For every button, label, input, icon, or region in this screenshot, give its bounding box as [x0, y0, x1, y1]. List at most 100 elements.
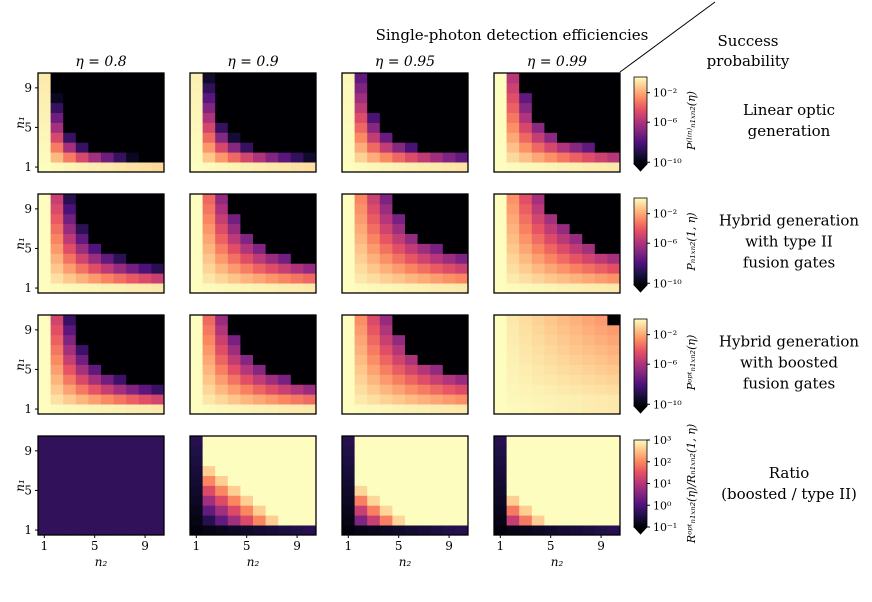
heatmap-cell — [63, 505, 77, 516]
heatmap-cell — [607, 515, 621, 526]
heatmap-cell — [544, 436, 558, 447]
colorbar-tick-label: 10⁻¹⁰ — [653, 398, 682, 411]
heatmap-cell — [455, 194, 469, 205]
heatmap-panel — [189, 193, 317, 294]
heatmap-cell — [290, 102, 304, 113]
heatmap-cell — [190, 162, 203, 173]
heatmap-cell — [253, 384, 266, 395]
heatmap-cell — [405, 112, 418, 123]
heatmap-cell — [430, 194, 444, 205]
heatmap-cell — [88, 525, 102, 536]
heatmap-cell — [113, 263, 127, 274]
heatmap-cell — [113, 374, 127, 385]
heatmap-cell — [38, 364, 51, 375]
heatmap-cell — [594, 112, 608, 123]
heatmap-cell — [88, 384, 102, 395]
heatmap-cell — [594, 162, 608, 173]
heatmap-cell — [50, 364, 64, 375]
heatmap-cell — [50, 263, 64, 274]
heatmap-cell — [367, 315, 381, 326]
heatmap-cell — [240, 455, 254, 467]
heatmap-cell — [290, 263, 304, 274]
heatmap-cell — [240, 92, 254, 104]
heatmap-cell — [265, 384, 279, 395]
heatmap-cell — [215, 82, 229, 94]
heatmap-cell — [557, 404, 570, 415]
heatmap-cell — [519, 364, 533, 375]
heatmap-cell — [531, 152, 545, 163]
heatmap-cell — [278, 73, 292, 84]
heatmap-cell — [63, 374, 77, 385]
heatmap-cell — [126, 213, 140, 225]
heatmap-cell — [265, 374, 279, 385]
heatmap-cell — [113, 384, 127, 395]
heatmap-cell — [569, 152, 583, 163]
heatmap-cell — [101, 253, 114, 264]
heatmap-cell — [392, 475, 406, 486]
heatmap-cell — [379, 315, 393, 326]
colorbar-gradient — [633, 439, 648, 528]
heatmap-cell — [278, 203, 292, 215]
heatmap-cell — [290, 495, 304, 506]
heatmap-cell — [430, 324, 444, 336]
heatmap-cell — [379, 404, 393, 415]
heatmap-cell — [594, 213, 608, 225]
heatmap-cell — [253, 465, 266, 476]
heatmap-cell — [494, 324, 507, 336]
heatmap-cell — [519, 92, 533, 104]
heatmap-cell — [531, 465, 545, 476]
heatmap-cell — [303, 233, 317, 244]
heatmap-cell — [367, 364, 381, 375]
heatmap-cell — [557, 394, 570, 405]
heatmap-cell — [151, 243, 165, 254]
heatmap-cell — [101, 525, 114, 536]
heatmap-cell — [531, 112, 545, 123]
x-tick-label: 9 — [597, 539, 605, 553]
heatmap-cell — [63, 465, 77, 476]
heatmap-cell — [342, 132, 355, 143]
heatmap-cell — [594, 515, 608, 526]
heatmap-cell — [113, 485, 127, 496]
heatmap-cell — [88, 223, 102, 234]
heatmap-cell — [531, 82, 545, 94]
colorbar-tick-label: 10⁻⁶ — [653, 358, 678, 371]
heatmap-cell — [63, 243, 77, 254]
heatmap-cell — [227, 102, 241, 113]
heatmap-cell — [265, 485, 279, 496]
heatmap-cell — [113, 455, 127, 467]
heatmap-cell — [342, 142, 355, 153]
heatmap-cell — [265, 283, 279, 294]
heatmap-cell — [582, 394, 596, 405]
heatmap-cell — [544, 525, 558, 536]
heatmap-cell — [138, 122, 152, 133]
heatmap-cell — [75, 505, 89, 516]
heatmap-cell — [202, 233, 216, 244]
heatmap-cell — [442, 384, 456, 395]
heatmap-cell — [138, 384, 152, 395]
heatmap-cell — [190, 253, 203, 264]
heatmap-cell — [75, 515, 89, 526]
heatmap-cell — [202, 223, 216, 234]
heatmap-cell — [506, 132, 520, 143]
heatmap-cell — [113, 273, 127, 284]
heatmap-cell — [557, 515, 570, 526]
heatmap-cell — [455, 445, 469, 457]
heatmap-cell — [607, 152, 621, 163]
heatmap-cell — [202, 384, 216, 395]
heatmap-cell — [253, 374, 266, 385]
heatmap-cell — [506, 465, 520, 476]
heatmap-cell — [202, 102, 216, 113]
heatmap-cell — [582, 233, 596, 244]
corner-title-line1: Success — [717, 32, 778, 50]
heatmap-cell — [594, 223, 608, 234]
heatmap-cell — [506, 515, 520, 526]
heatmap-cell — [151, 354, 165, 365]
heatmap-cell — [455, 122, 469, 133]
heatmap-cell — [430, 283, 444, 294]
heatmap-cell — [88, 152, 102, 163]
heatmap-cell — [354, 194, 368, 205]
heatmap-cell — [519, 315, 533, 326]
heatmap-cell — [113, 253, 127, 264]
heatmap-cell — [126, 515, 140, 526]
heatmap-cell — [494, 233, 507, 244]
